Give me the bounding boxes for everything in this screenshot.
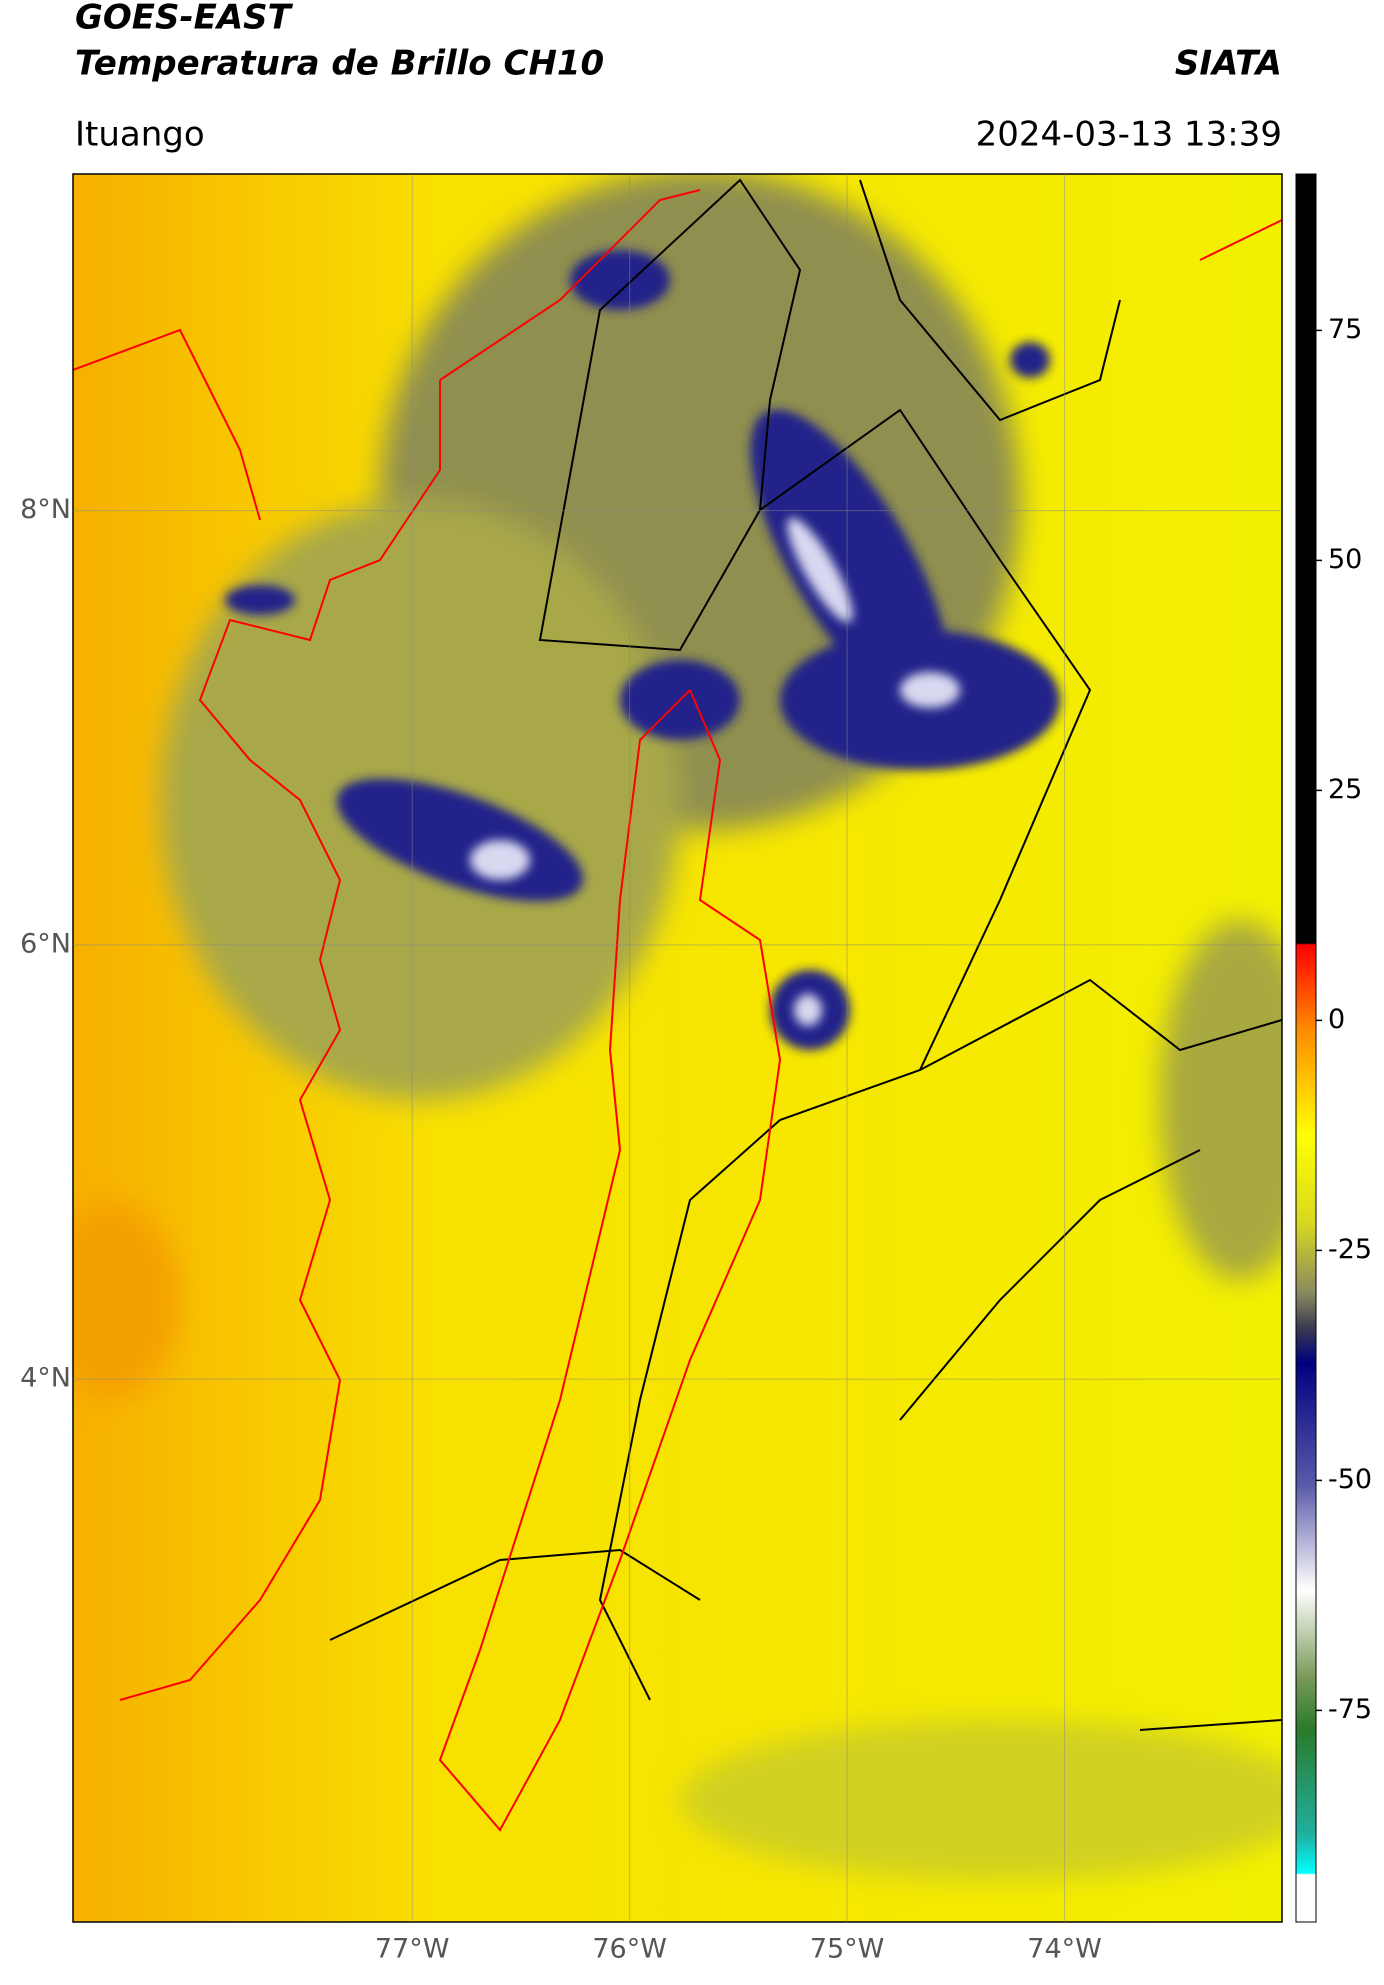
map-frame [72, 173, 1283, 1923]
source: SIATA [1175, 44, 1282, 84]
colorbar-tick-label: -50 [1328, 1464, 1372, 1495]
subtitle: Temperatura de Brillo CH10 [75, 44, 604, 84]
x-tick-label: 77°W [375, 1934, 450, 1965]
colorbar-tick-label: 0 [1328, 1004, 1345, 1035]
y-tick-label: 4°N [20, 1363, 71, 1394]
colorbar-tick-label: -25 [1328, 1234, 1372, 1265]
title: GOES-EAST [75, 0, 294, 38]
colorbar-tick-label: -75 [1328, 1694, 1372, 1725]
colorbar [1295, 173, 1317, 1923]
location: Ituango [75, 115, 205, 155]
y-tick-label: 6°N [20, 928, 71, 959]
colorbar-tick-label: 50 [1328, 544, 1362, 575]
x-tick-label: 75°W [810, 1934, 885, 1965]
map-image [73, 174, 1282, 1922]
y-tick-label: 8°N [20, 494, 71, 525]
colorbar-tick-label: 25 [1328, 774, 1362, 805]
colorbar-tick-label: 75 [1328, 314, 1362, 345]
x-tick-label: 74°W [1027, 1934, 1102, 1965]
datetime: 2024-03-13 13:39 [976, 115, 1282, 155]
x-tick-label: 76°W [592, 1934, 667, 1965]
